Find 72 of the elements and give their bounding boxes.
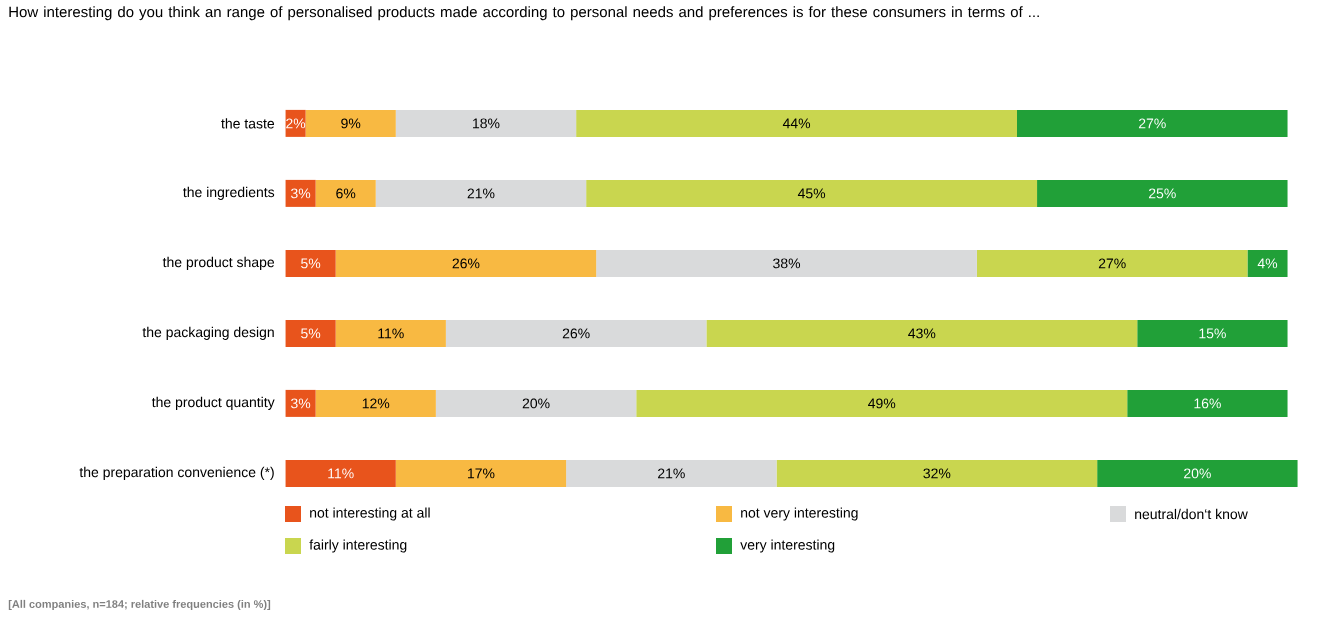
bar (1017, 109, 1288, 137)
data-label: 11% (378, 328, 404, 339)
bar (435, 389, 637, 417)
y-tick-label: the packaging design (142, 326, 274, 340)
data-label: 26% (562, 328, 590, 339)
data-label: 26% (452, 258, 480, 269)
data-label: 49% (868, 398, 896, 409)
data-label: 15% (1199, 328, 1226, 339)
y-tick-label: the preparation convenience (*) (79, 466, 274, 480)
data-label: 3% (291, 398, 311, 409)
bar (706, 319, 1138, 347)
data-label: 4% (1257, 258, 1278, 269)
bar (1137, 319, 1288, 347)
data-label: 5% (301, 328, 321, 339)
bar (335, 319, 446, 347)
data-label: 21% (658, 468, 685, 479)
bar (1097, 459, 1298, 487)
bar (395, 109, 577, 137)
bar (285, 249, 336, 277)
data-label: 44% (782, 118, 811, 129)
data-label: 11% (328, 468, 354, 479)
legend-label: not interesting at all (310, 507, 430, 521)
bar (285, 389, 316, 417)
data-label: 16% (1194, 398, 1221, 409)
data-label: 20% (1184, 468, 1211, 479)
bar (395, 459, 567, 487)
bar (636, 389, 1128, 417)
data-label: 45% (797, 188, 826, 199)
data-label: 43% (908, 328, 936, 339)
data-label: 17% (468, 468, 495, 479)
data-label: 21% (467, 188, 495, 199)
legend-label: not very interesting (741, 507, 858, 521)
y-tick-label: the ingredients (183, 186, 275, 200)
data-label: 32% (923, 468, 951, 479)
y-tick-label: the taste (221, 118, 275, 129)
bar (976, 249, 1248, 277)
chart-title: How interesting do you think an range of personalised products made according to personal needs and preferences is for these consumers in terms of ... (9, 6, 1039, 21)
bar (315, 389, 436, 417)
bar (596, 249, 977, 277)
data-label: 9% (341, 118, 361, 129)
text: [All companies, n=184; relative frequencies (in %)] (8, 599, 271, 611)
data-label: 6% (336, 188, 356, 199)
data-label: 38% (773, 258, 801, 269)
bar (335, 249, 597, 277)
bar (566, 459, 777, 487)
data-label: 27% (1098, 258, 1126, 269)
data-label: 3% (291, 188, 311, 199)
y-tick-label: the product shape (162, 256, 275, 270)
bar (285, 459, 396, 487)
bar (586, 179, 1038, 207)
data-label: 12% (362, 398, 390, 409)
bar (285, 319, 336, 347)
bar (576, 109, 1017, 137)
legend-label: very interesting (740, 539, 835, 553)
data-label: 2% (286, 118, 306, 129)
data-label: 25% (1148, 188, 1176, 199)
data-label: 20% (522, 398, 550, 409)
bar (776, 459, 1098, 487)
bar (1127, 389, 1288, 417)
y-tick-label: the product quantity (151, 396, 275, 410)
bar (305, 109, 396, 137)
data-label: 5% (301, 258, 321, 269)
data-label: 18% (473, 118, 500, 129)
bar (285, 179, 316, 207)
legend-label: neutral/don‘t know (1135, 508, 1248, 520)
bar (445, 319, 707, 347)
data-label: 27% (1138, 118, 1166, 129)
bar (1037, 179, 1288, 207)
bar (375, 179, 587, 207)
legend-label: fairly interesting (309, 539, 407, 553)
bar (315, 179, 376, 207)
bar (1247, 249, 1288, 277)
